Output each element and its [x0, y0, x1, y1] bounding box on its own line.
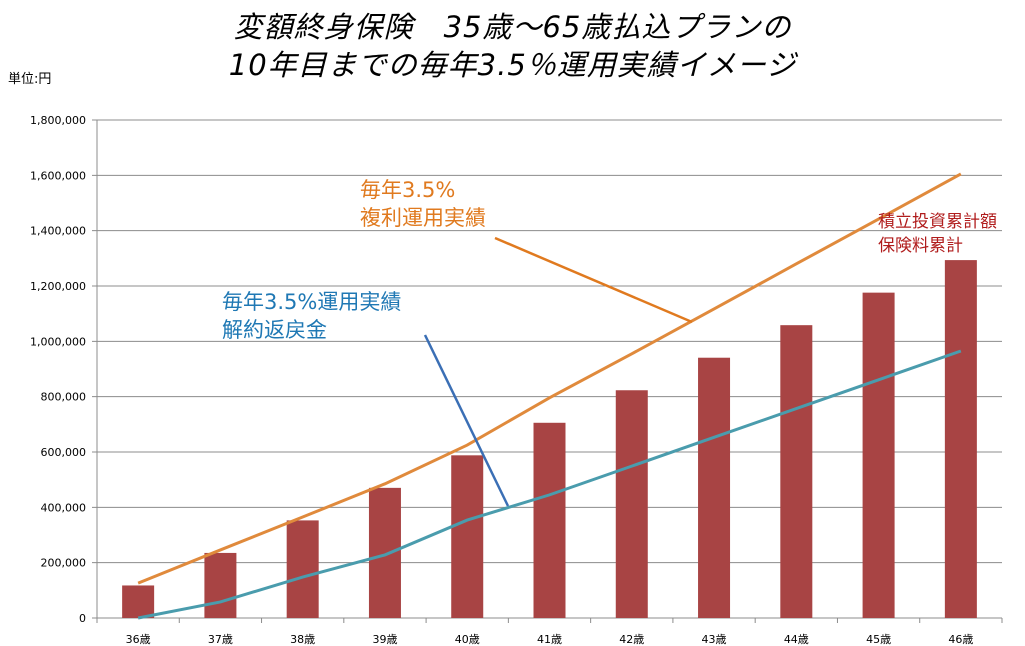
chart-title-line-1: 変額終身保険 35歳～65歳払込プランの: [233, 10, 792, 44]
bar: [451, 455, 484, 618]
bar: [204, 552, 237, 618]
y-tick-label: 1,600,000: [30, 169, 86, 182]
annotation-pointer-surrender: [423, 334, 510, 507]
annotation-pointer-compound: [494, 236, 693, 324]
y-tick-label: 0: [79, 612, 86, 625]
bar: [698, 357, 731, 618]
x-tick-label: 39歳: [372, 633, 397, 646]
bar: [533, 422, 566, 618]
x-tick-label: 44歳: [784, 633, 809, 646]
x-tick-label: 42歳: [619, 633, 644, 646]
chart-title-line-2: 10年目までの毎年3.5％運用実績イメージ: [228, 48, 797, 82]
x-tick-label: 46歳: [948, 633, 973, 646]
x-tick-label: 36歳: [126, 633, 151, 646]
bar: [862, 292, 895, 618]
bar: [286, 520, 319, 618]
x-tick-label: 41歳: [537, 633, 562, 646]
x-tick-label: 37歳: [208, 633, 233, 646]
y-tick-label: 200,000: [41, 557, 87, 570]
x-tick-label: 43歳: [702, 633, 727, 646]
y-tick-label: 1,200,000: [30, 280, 86, 293]
y-tick-label: 1,000,000: [30, 335, 86, 348]
y-tick-label: 600,000: [41, 446, 87, 459]
y-tick-label: 1,800,000: [30, 114, 86, 127]
x-tick-label: 38歳: [290, 633, 315, 646]
y-tick-label: 400,000: [41, 501, 87, 514]
unit-label: 単位:円: [8, 72, 52, 87]
bar: [368, 487, 401, 618]
x-tick-label: 45歳: [866, 633, 891, 646]
bar: [944, 260, 977, 618]
bar: [780, 325, 813, 618]
bar: [122, 585, 155, 618]
annotation-compound: 毎年3.5% 複利運用実績: [360, 178, 486, 230]
bar: [615, 390, 648, 618]
y-tick-label: 800,000: [41, 391, 87, 404]
annotation-surrender: 毎年3.5%運用実績 解約返戻金: [222, 290, 402, 342]
x-tick-label: 40歳: [455, 633, 480, 646]
annotation-premium: 積立投資累計額 保険料累計: [878, 212, 997, 256]
y-tick-label: 1,400,000: [30, 225, 86, 238]
